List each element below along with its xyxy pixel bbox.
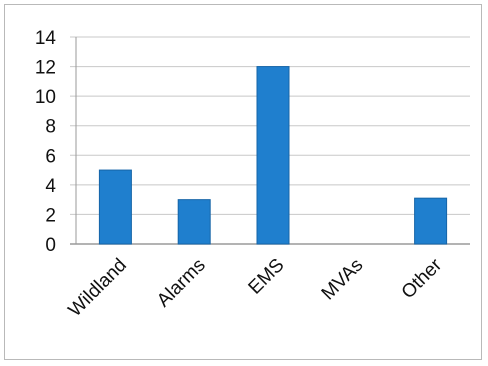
category-label-wildland: Wildland [65,255,131,321]
bars [98,66,448,245]
chart-frame [4,4,482,360]
y-tick-label: 10 [35,87,56,108]
x-axis-categories: Wildland Alarms EMS MVAs Other [65,254,447,321]
y-tick-label: 12 [35,58,56,79]
bar-wildland [98,169,132,245]
y-tick-label: 14 [35,28,57,49]
bar-alarms [177,199,211,245]
y-tick-label: 8 [45,117,56,138]
y-axis-ticks: 0 2 4 6 8 10 12 14 [35,28,57,256]
y-tick-label: 4 [45,176,56,197]
y-tick-label: 6 [45,146,56,167]
y-tick-label: 0 [45,235,56,256]
category-label-alarms: Alarms [153,255,210,312]
category-label-other: Other [398,254,447,303]
category-label-ems: EMS [245,255,289,299]
category-label-mvas: MVAs [318,255,368,305]
bar-ems [256,66,290,245]
y-tick-label: 2 [45,205,56,226]
bar-other [414,197,448,245]
